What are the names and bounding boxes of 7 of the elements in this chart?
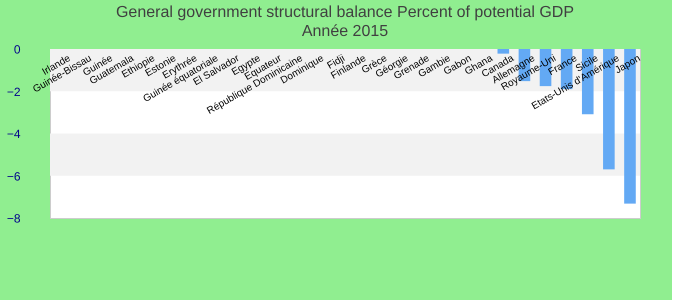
y-tick-label: 0 — [14, 42, 21, 56]
y-tick-label: −8 — [6, 212, 21, 226]
y-tick-label: −2 — [6, 84, 21, 99]
chart-subtitle: Année 2015 — [302, 23, 388, 40]
chart-title: General government structural balance Percent of potential GDP — [116, 4, 574, 21]
y-tick-label: −6 — [6, 169, 21, 184]
y-tick-label: −4 — [6, 127, 21, 141]
